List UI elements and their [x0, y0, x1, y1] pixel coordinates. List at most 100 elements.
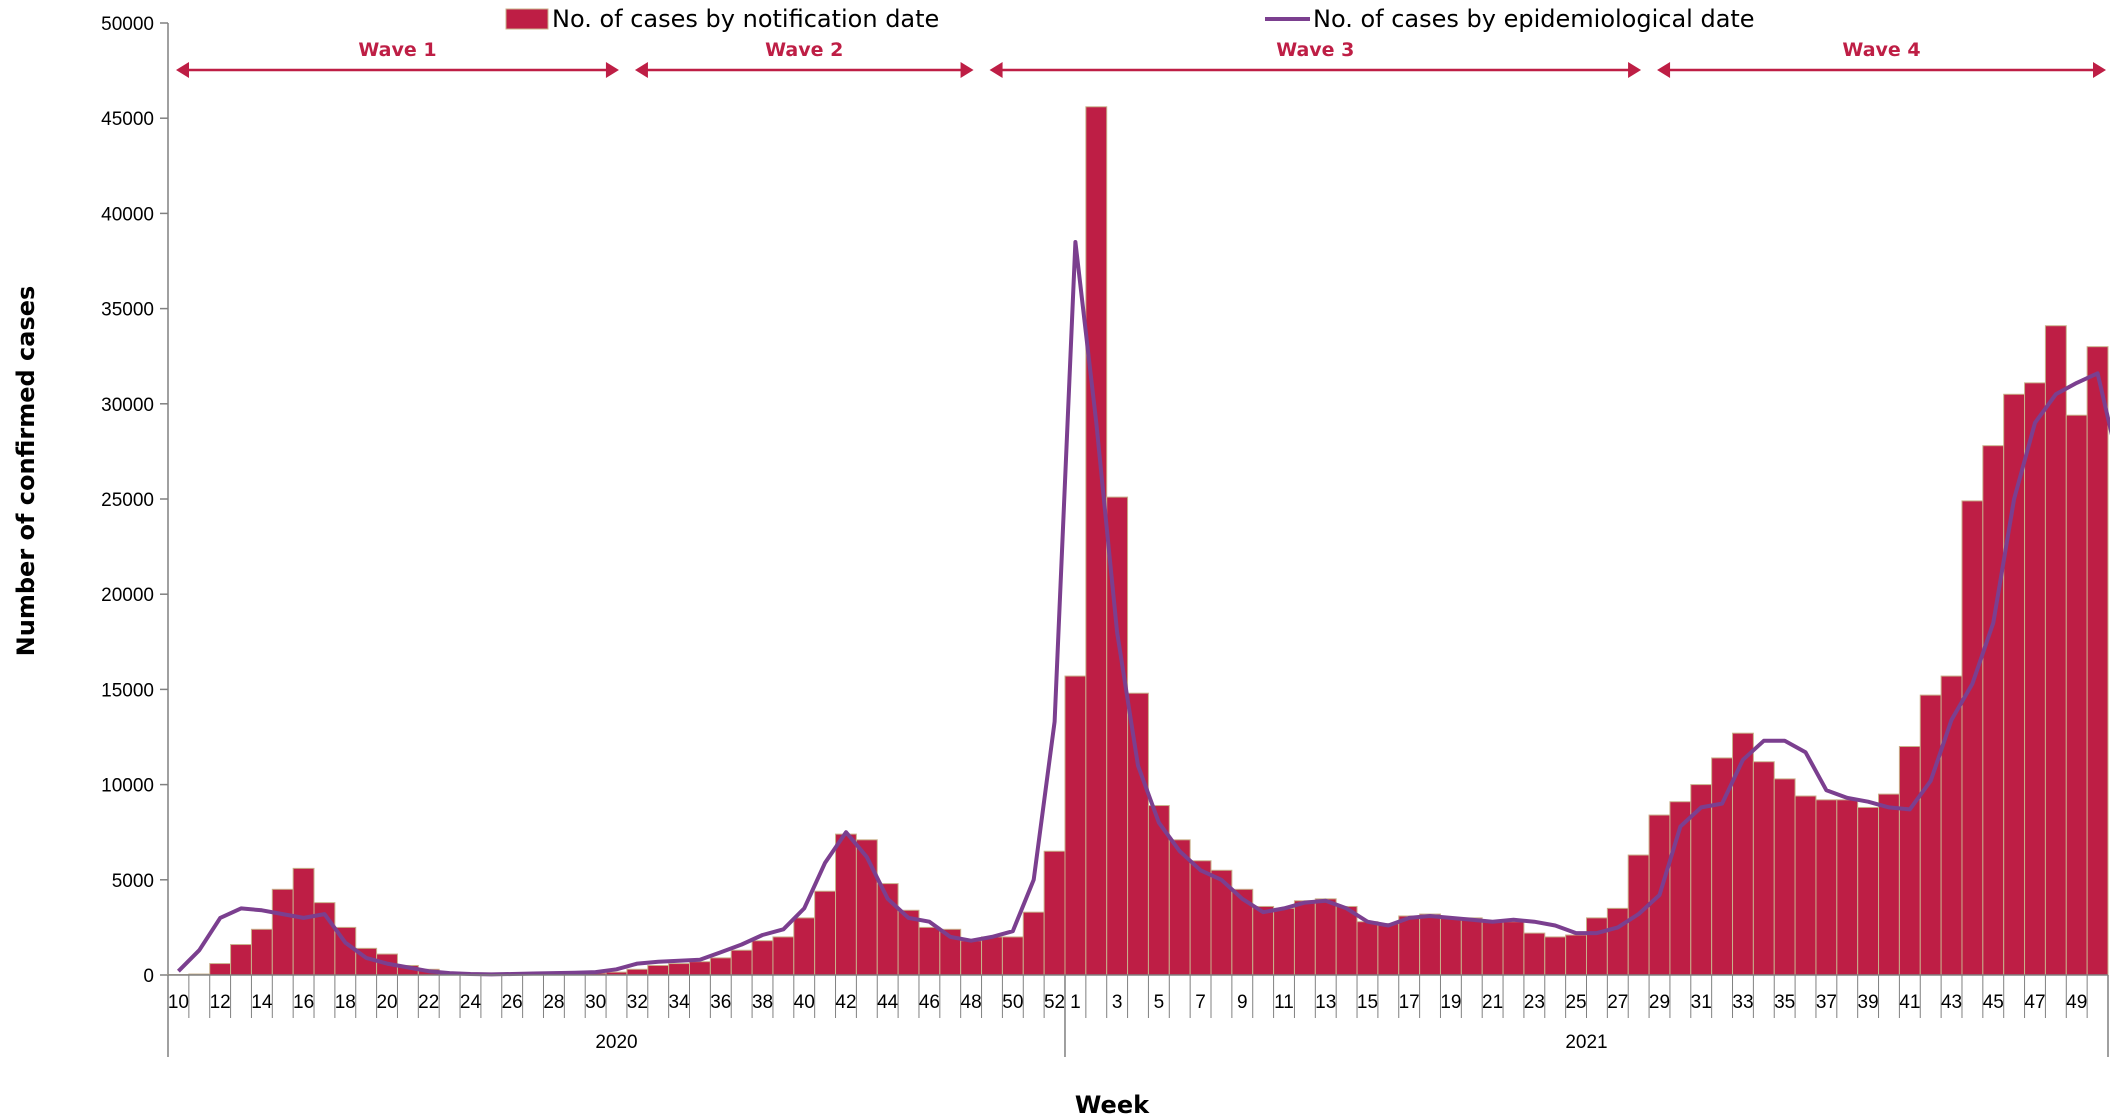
x-tick-label: 21 — [1482, 992, 1503, 1013]
wave-annotation: Wave 4 — [1657, 39, 2106, 78]
wave-arrowhead-right — [605, 62, 619, 78]
x-tick-label: 29 — [1649, 992, 1670, 1013]
bar — [1064, 675, 1087, 976]
y-tick-label: 40000 — [101, 204, 154, 225]
bar — [1919, 694, 1942, 976]
wave-label: Wave 1 — [358, 39, 436, 61]
y-tick-label: 30000 — [101, 395, 154, 416]
wave-annotations: Wave 1 Wave 2 Wave 3 Wave 4 — [176, 39, 2106, 78]
x-tick-label: 20 — [376, 992, 397, 1013]
bar — [730, 949, 753, 976]
y-tick-label: 15000 — [101, 680, 154, 701]
legend-label-epidemiological: No. of cases by epidemiological date — [1313, 5, 1755, 33]
bar — [1565, 934, 1587, 976]
x-tick-label: 50 — [1002, 992, 1023, 1013]
bar — [1523, 932, 1546, 976]
bar — [1085, 106, 1108, 976]
x-tick-label: 44 — [877, 992, 899, 1013]
x-tick-label: 32 — [627, 992, 648, 1013]
bar — [1189, 860, 1212, 976]
bar — [2065, 414, 2088, 976]
bar — [2024, 382, 2046, 976]
bar — [1961, 500, 1984, 976]
x-tick-label: 11 — [1274, 992, 1294, 1013]
legend-item-notification: No. of cases by notification date — [505, 5, 939, 33]
bar — [1502, 921, 1525, 976]
bar — [1585, 917, 1608, 976]
y-axis: 0 5000 10000 15000 20000 25000 30000 35000 40000… — [101, 14, 169, 987]
bar — [250, 928, 273, 976]
wave-label: Wave 3 — [1276, 39, 1354, 61]
bar — [1982, 445, 2005, 976]
bar — [292, 867, 315, 976]
bar — [1273, 907, 1295, 976]
x-tick-label: 25 — [1565, 992, 1586, 1013]
bar — [1752, 761, 1775, 976]
bars-layer — [167, 106, 2109, 976]
bar — [1043, 850, 1066, 976]
x-tick-label: 22 — [418, 992, 439, 1013]
bar — [1001, 936, 1024, 976]
bar — [1356, 921, 1379, 976]
x-tick-label: 10 — [168, 992, 189, 1013]
x-tick-label: 33 — [1732, 992, 1753, 1013]
bar — [209, 963, 232, 976]
bar — [2003, 393, 2026, 976]
wave-arrowhead-left — [989, 62, 1003, 78]
bar — [1419, 913, 1441, 976]
year-label: 2021 — [1565, 1032, 1607, 1053]
y-tick-label: 35000 — [101, 300, 154, 321]
x-tick-label: 35 — [1774, 992, 1795, 1013]
x-tick-label: 41 — [1899, 992, 1920, 1013]
wave-arrowhead-right — [1628, 62, 1642, 78]
bar — [835, 833, 857, 976]
wave-annotation: Wave 1 — [176, 39, 619, 78]
wave-arrowhead-left — [634, 62, 648, 78]
y-tick-label: 25000 — [101, 490, 154, 511]
bar — [1836, 799, 1859, 976]
x-tick-label: 46 — [919, 992, 940, 1013]
bar — [751, 940, 774, 976]
bar — [814, 890, 837, 976]
x-tick-label: 48 — [961, 992, 982, 1013]
wave-arrowhead-left — [176, 62, 189, 78]
x-tick-label: 39 — [1858, 992, 1879, 1013]
legend-label-notification: No. of cases by notification date — [552, 5, 939, 33]
x-tick-label: 43 — [1941, 992, 1962, 1013]
bar — [668, 963, 691, 976]
bar — [1878, 793, 1900, 976]
x-tick-label: 31 — [1691, 992, 1712, 1013]
line-layer — [176, 240, 2110, 977]
bar — [1794, 795, 1817, 976]
y-tick-label: 5000 — [112, 871, 154, 892]
legend-swatch-bar — [505, 8, 549, 30]
bar — [1544, 936, 1567, 976]
bar — [709, 957, 732, 976]
x-tick-label: 19 — [1440, 992, 1461, 1013]
x-tick-label: 15 — [1357, 992, 1378, 1013]
wave-label: Wave 2 — [765, 39, 843, 61]
wave-arrowhead-right — [2093, 62, 2106, 78]
bar — [1127, 692, 1149, 976]
bar — [1732, 732, 1754, 976]
x-tick-label: 38 — [752, 992, 773, 1013]
x-tick-label: 28 — [543, 992, 564, 1013]
x-tick-label: 1 — [1070, 992, 1081, 1013]
bar — [1481, 921, 1504, 976]
x-tick-label: 37 — [1816, 992, 1837, 1013]
x-tick-label: 47 — [2024, 992, 2045, 1013]
wave-annotation: Wave 3 — [989, 39, 1642, 78]
x-tick-label: 36 — [710, 992, 731, 1013]
x-tick-label: 45 — [1983, 992, 2004, 1013]
x-tick-label: 24 — [460, 992, 482, 1013]
x-tick-label: 27 — [1607, 992, 1628, 1013]
x-tick-label: 7 — [1195, 992, 1206, 1013]
x-tick-label: 40 — [794, 992, 815, 1013]
x-tick-label: 18 — [335, 992, 356, 1013]
epidemiological-date-line — [176, 240, 2110, 977]
bar — [1898, 746, 1921, 976]
x-tick-label: 30 — [585, 992, 606, 1013]
bar — [1439, 917, 1462, 976]
x-tick-label: 9 — [1237, 992, 1248, 1013]
wave-annotation: Wave 2 — [634, 39, 974, 78]
